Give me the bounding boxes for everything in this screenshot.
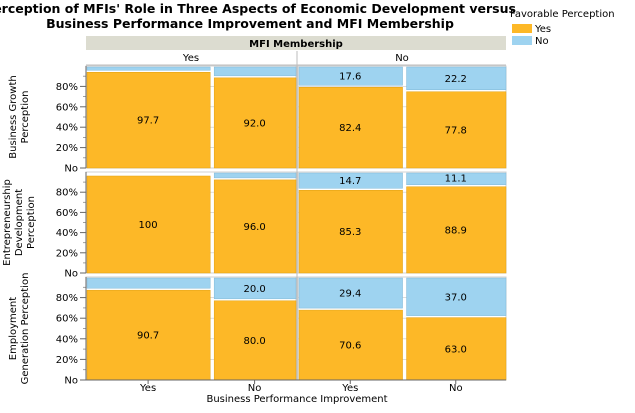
legend-title: Favorable Perception [510, 9, 615, 20]
xtick-label-3: No [449, 383, 463, 394]
label-no-r2-c2: 29.4 [339, 289, 361, 300]
row-label-r0-line-1: Perception [20, 91, 31, 144]
ytick-label-r2-4: 80% [56, 293, 78, 304]
xtick-label-0: Yes [139, 383, 156, 394]
xtick-label-2: Yes [341, 383, 358, 394]
bar-yes-r0-c2 [298, 86, 403, 169]
ytick-label-r1-3: 60% [56, 208, 78, 219]
bar-no-r2-c1 [213, 277, 297, 300]
legend-label-no: No [535, 36, 549, 47]
bar-yes-r0-c3 [406, 91, 507, 169]
bar-yes-r0-c1 [213, 77, 297, 169]
bar-yes-r0-c0 [86, 72, 211, 169]
bar-no-r0-c3 [406, 66, 507, 91]
ytick-label-r1-4: 80% [56, 188, 78, 199]
label-yes-r0-c0: 97.7 [137, 116, 159, 127]
label-no-r0-c2: 17.6 [339, 72, 361, 83]
label-yes-r1-c3: 88.9 [445, 225, 467, 236]
ytick-label-r2-0: No [64, 376, 78, 387]
bar-no-r0-c1 [213, 66, 297, 77]
bar-no-r2-c2 [298, 277, 403, 309]
label-no-r0-c3: 22.2 [445, 74, 467, 85]
group-label-0: Yes [182, 53, 199, 64]
bar-no-r1-c1 [213, 172, 297, 179]
label-yes-r0-c3: 77.8 [445, 125, 467, 136]
row-label-r0-line-0: Business Growth [8, 75, 19, 158]
plot-area: MFI Membership Yes No No 20% 40% 60% 80% Busines… [2, 36, 507, 394]
row-label-r1-line-0: Entrepreneurship [2, 179, 13, 266]
chart-title-line-1: Perception of MFIs' Role in Three Aspect… [0, 1, 516, 16]
ytick-label-r0-2: 40% [56, 123, 78, 134]
bar-yes-r2-c3 [406, 317, 507, 381]
group-header-label: MFI Membership [249, 39, 343, 50]
ytick-label-r1-2: 40% [56, 228, 78, 239]
bar-yes-r2-c0 [86, 289, 211, 381]
bar-yes-r1-c1 [213, 179, 297, 274]
ytick-label-r0-0: No [64, 164, 78, 175]
label-no-r1-c2: 14.7 [339, 176, 361, 187]
label-no-r2-c3: 37.0 [445, 292, 467, 303]
label-yes-r2-c0: 90.7 [137, 331, 159, 342]
chart-title-line-2: Business Performance Improvement and MFI… [46, 16, 454, 31]
legend-swatch-yes [512, 24, 532, 33]
label-no-r1-c3: 11.1 [445, 173, 467, 184]
ytick-label-r2-1: 20% [56, 355, 78, 366]
row-label-r2-line-0: Employment [8, 297, 19, 360]
bar-no-r2-c0 [86, 277, 211, 289]
bar-no-r1-c2 [298, 172, 403, 189]
bar-no-r0-c2 [298, 66, 403, 86]
label-no-r2-c1: 20.0 [243, 284, 265, 295]
ytick-label-r1-1: 20% [56, 248, 78, 259]
label-yes-r1-c2: 85.3 [339, 227, 361, 238]
bar-yes-r1-c2 [298, 190, 403, 274]
xtick-label-1: No [248, 383, 262, 394]
ytick-label-r0-4: 80% [56, 82, 78, 93]
bar-no-r1-c3 [406, 172, 507, 186]
ytick-label-r1-0: No [64, 269, 78, 280]
ytick-label-r2-3: 60% [56, 314, 78, 325]
row-label-r1-line-2: Perception [26, 196, 37, 249]
group-header-bar [86, 36, 506, 50]
label-yes-r2-c2: 70.6 [339, 341, 361, 352]
legend-label-yes: Yes [534, 24, 551, 35]
label-yes-r2-c1: 80.0 [243, 336, 265, 347]
bar-no-r2-c3 [406, 277, 507, 316]
bar-yes-r2-c1 [213, 300, 297, 381]
bar-no-r0-c0 [86, 66, 211, 71]
bar-yes-r2-c2 [298, 309, 403, 381]
row-label-r1-line-1: Development [14, 189, 25, 256]
group-label-1: No [395, 53, 409, 64]
label-yes-r0-c2: 82.4 [339, 123, 361, 134]
x-axis-label: Business Performance Improvement [206, 394, 387, 405]
label-yes-r1-c0: 100 [139, 220, 158, 231]
label-yes-r2-c3: 63.0 [445, 344, 467, 355]
row-label-r2-line-1: Generation Perception [20, 273, 31, 385]
label-yes-r0-c1: 92.0 [243, 118, 265, 129]
label-yes-r1-c1: 96.0 [243, 222, 265, 233]
legend-swatch-no [512, 36, 532, 45]
ytick-label-r2-2: 40% [56, 334, 78, 345]
ytick-label-r0-1: 20% [56, 143, 78, 154]
bar-yes-r1-c0 [86, 175, 211, 274]
legend: Favorable Perception Yes No [510, 9, 615, 47]
bar-yes-r1-c3 [406, 186, 507, 274]
ytick-label-r0-3: 60% [56, 102, 78, 113]
